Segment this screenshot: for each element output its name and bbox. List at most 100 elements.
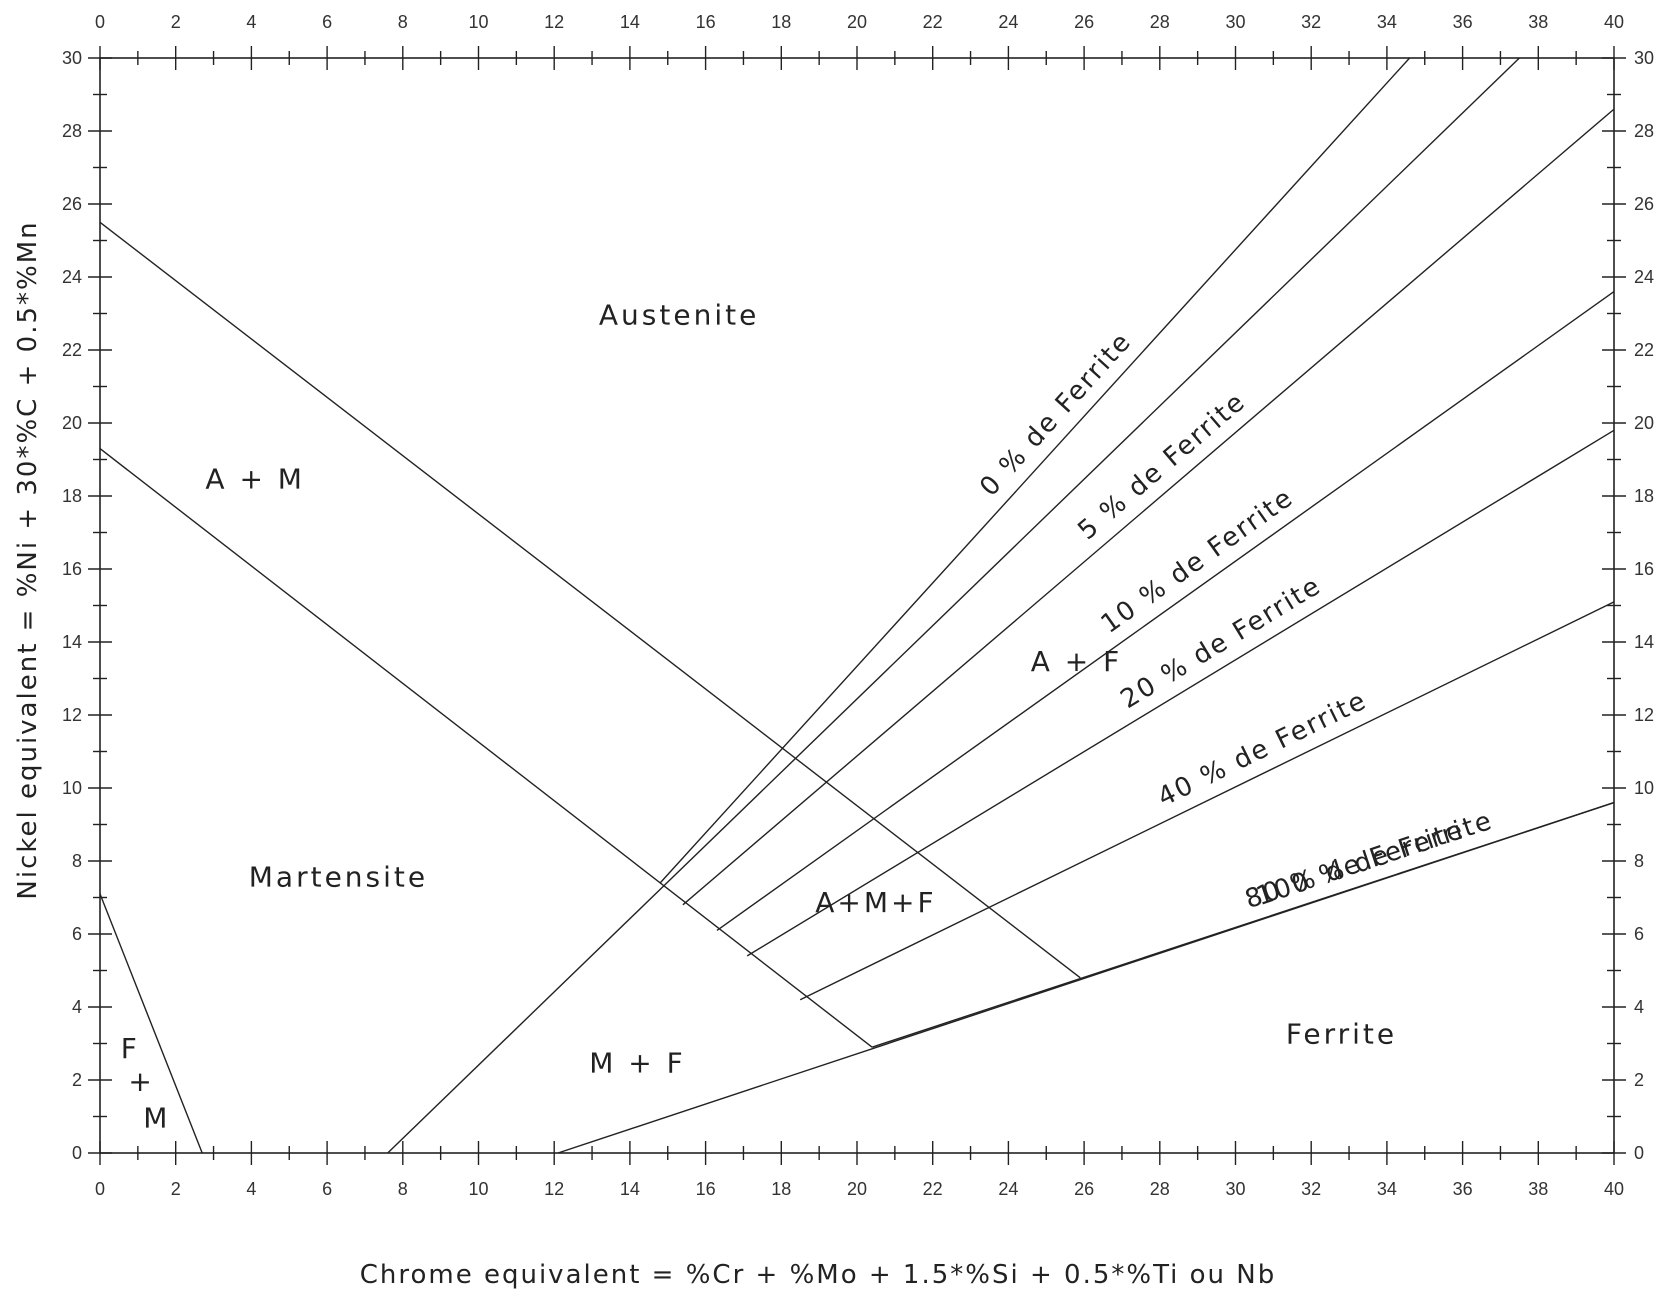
y-tick-label-left: 26 [62, 194, 82, 214]
ferrite-iso-line [659, 57, 1411, 884]
x-tick-label-top: 14 [620, 12, 640, 32]
x-tick-label-bottom: 30 [1225, 1179, 1245, 1199]
y-tick-label-left: 18 [62, 486, 82, 506]
x-tick-label-bottom: 26 [1074, 1179, 1094, 1199]
y-tick-label-left: 12 [62, 705, 82, 725]
y-tick-label-left: 16 [62, 559, 82, 579]
region-label: A+M+F [815, 886, 936, 919]
y-tick-label-right: 6 [1634, 924, 1644, 944]
x-tick-label-bottom: 0 [95, 1179, 105, 1199]
y-tick-label-right: 24 [1634, 267, 1654, 287]
x-tick-label-bottom: 38 [1528, 1179, 1548, 1199]
y-tick-label-left: 8 [72, 851, 82, 871]
x-tick-label-top: 40 [1604, 12, 1624, 32]
y-tick-label-right: 20 [1634, 413, 1654, 433]
ferrite-iso-line [557, 801, 1615, 1154]
region-label: Austenite [599, 298, 759, 331]
y-tick-label-left: 28 [62, 121, 82, 141]
y-tick-label-right: 2 [1634, 1070, 1644, 1090]
x-tick-label-top: 28 [1150, 12, 1170, 32]
region-label: A + F [1031, 645, 1123, 678]
ferrite-line-label: 0 % de Ferrite [974, 326, 1138, 502]
x-tick-label-top: 30 [1225, 12, 1245, 32]
y-tick-label-left: 6 [72, 924, 82, 944]
y-tick-label-left: 22 [62, 340, 82, 360]
x-tick-label-bottom: 24 [998, 1179, 1018, 1199]
x-tick-label-top: 2 [171, 12, 181, 32]
x-tick-label-top: 34 [1377, 12, 1397, 32]
x-axis-title: Chrome equivalent = %Cr + %Mo + 1.5*%Si … [360, 1260, 1277, 1289]
x-tick-label-top: 0 [95, 12, 105, 32]
x-tick-label-top: 12 [544, 12, 564, 32]
x-tick-label-top: 8 [398, 12, 408, 32]
x-tick-label-bottom: 14 [620, 1179, 640, 1199]
x-tick-label-bottom: 36 [1453, 1179, 1473, 1199]
y-tick-label-right: 18 [1634, 486, 1654, 506]
x-tick-label-bottom: 12 [544, 1179, 564, 1199]
phase-boundary-line [99, 221, 1081, 979]
y-tick-label-right: 12 [1634, 705, 1654, 725]
x-tick-label-top: 16 [696, 12, 716, 32]
y-tick-label-right: 4 [1634, 997, 1644, 1017]
x-tick-label-top: 20 [847, 12, 867, 32]
x-tick-label-top: 10 [468, 12, 488, 32]
phase-boundary-line [387, 57, 1520, 1154]
ferrite-iso-line [716, 291, 1615, 931]
tick-labels: 0022446688101012121414161618182020222224… [62, 12, 1654, 1199]
x-tick-label-bottom: 2 [171, 1179, 181, 1199]
y-tick-label-right: 22 [1634, 340, 1654, 360]
x-tick-label-top: 32 [1301, 12, 1321, 32]
y-tick-label-left: 20 [62, 413, 82, 433]
y-tick-label-right: 8 [1634, 851, 1644, 871]
plot-frame [99, 57, 1615, 1154]
y-tick-label-right: 14 [1634, 632, 1654, 652]
x-tick-label-bottom: 10 [468, 1179, 488, 1199]
x-tick-label-bottom: 40 [1604, 1179, 1624, 1199]
y-tick-label-left: 4 [72, 997, 82, 1017]
x-tick-label-bottom: 22 [923, 1179, 943, 1199]
x-tick-label-bottom: 20 [847, 1179, 867, 1199]
region-label: M [143, 1101, 170, 1134]
y-tick-label-right: 10 [1634, 778, 1654, 798]
y-tick-label-right: 0 [1634, 1143, 1644, 1163]
x-tick-label-top: 36 [1453, 12, 1473, 32]
x-tick-label-bottom: 16 [696, 1179, 716, 1199]
y-tick-label-right: 26 [1634, 194, 1654, 214]
x-tick-label-top: 26 [1074, 12, 1094, 32]
tick-marks [88, 46, 1626, 1165]
x-tick-label-top: 18 [771, 12, 791, 32]
region-label: Martensite [249, 861, 428, 894]
y-axis-title: Nickel equivalent = %Ni + 30*%C + 0.5*%M… [13, 220, 43, 899]
region-label: Ferrite [1286, 1018, 1397, 1051]
region-labels: Austenite A + M Martensite A + F A+M+F M + F F… [121, 298, 1397, 1134]
phase-boundary-line [99, 448, 873, 1048]
x-tick-label-bottom: 8 [398, 1179, 408, 1199]
region-label: F [121, 1032, 140, 1065]
ferrite-iso-line [682, 108, 1615, 906]
x-tick-label-top: 4 [246, 12, 256, 32]
ferrite-iso-line [746, 429, 1615, 957]
y-tick-label-right: 28 [1634, 121, 1654, 141]
region-label: M + F [589, 1047, 686, 1080]
x-tick-label-top: 24 [998, 12, 1018, 32]
x-tick-label-bottom: 4 [246, 1179, 256, 1199]
phase-boundary-line [99, 893, 203, 1154]
y-tick-label-left: 30 [62, 48, 82, 68]
ferrite-line-label: 40 % de Ferrite [1153, 685, 1372, 812]
ferrite-line-label: 100 % de Ferrite [1253, 806, 1497, 912]
x-tick-label-bottom: 28 [1150, 1179, 1170, 1199]
x-tick-label-top: 6 [322, 12, 332, 32]
x-tick-label-bottom: 18 [771, 1179, 791, 1199]
y-tick-label-left: 14 [62, 632, 82, 652]
x-tick-label-bottom: 34 [1377, 1179, 1397, 1199]
y-tick-label-right: 16 [1634, 559, 1654, 579]
y-tick-label-right: 30 [1634, 48, 1654, 68]
region-label: + [128, 1065, 154, 1098]
region-label: A + M [205, 463, 305, 496]
ferrite-iso-line [799, 601, 1615, 1001]
x-tick-label-bottom: 32 [1301, 1179, 1321, 1199]
y-tick-label-left: 24 [62, 267, 82, 287]
x-tick-label-bottom: 6 [322, 1179, 332, 1199]
